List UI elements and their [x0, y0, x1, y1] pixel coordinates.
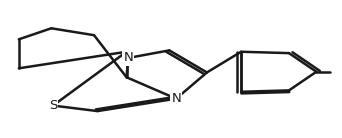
Text: S: S — [49, 99, 57, 112]
Text: N: N — [171, 92, 181, 105]
Text: N: N — [123, 51, 133, 64]
